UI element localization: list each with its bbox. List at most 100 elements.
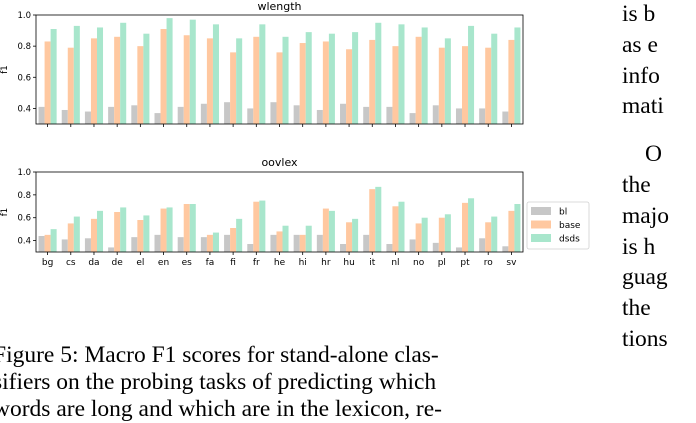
x-tick-label: he bbox=[274, 258, 286, 268]
x-tick-label: cs bbox=[66, 258, 76, 268]
right-text-line: is h bbox=[622, 234, 656, 260]
bar-base-pl bbox=[438, 217, 445, 252]
bar-base-fi bbox=[230, 228, 237, 252]
bar-base-hi bbox=[299, 43, 306, 124]
bar-bl-da bbox=[84, 238, 91, 252]
legend-label: dsds bbox=[559, 235, 580, 245]
bar-base-nl bbox=[392, 206, 399, 252]
bar-base-nl bbox=[392, 46, 399, 125]
x-tick-label: hu bbox=[343, 258, 354, 268]
bar-dsds-el bbox=[143, 215, 150, 252]
bar-base-no bbox=[415, 36, 422, 124]
bar-base-en bbox=[160, 208, 167, 252]
bar-base-es bbox=[183, 35, 190, 124]
x-tick-label: en bbox=[158, 258, 169, 268]
bar-bl-fa bbox=[200, 103, 207, 124]
bar-base-el bbox=[137, 220, 144, 252]
bar-dsds-nl bbox=[398, 201, 405, 252]
bar-dsds-da bbox=[96, 27, 104, 125]
bar-base-de bbox=[114, 36, 121, 124]
plot-frame bbox=[35, 171, 524, 253]
bar-bl-pl bbox=[432, 242, 439, 252]
bar-base-fa bbox=[206, 38, 213, 124]
bar-bl-it bbox=[363, 234, 370, 252]
bar-dsds-fi bbox=[236, 218, 243, 252]
bar-bl-bg bbox=[38, 236, 45, 252]
x-tick-label: sv bbox=[506, 258, 517, 268]
x-tick-label: hi bbox=[299, 258, 307, 268]
bar-dsds-sv bbox=[514, 27, 521, 125]
chart-title: wlength bbox=[257, 0, 301, 13]
bar-dsds-es bbox=[189, 204, 196, 252]
bar-bl-fr bbox=[247, 108, 254, 124]
right-text-line: info bbox=[622, 63, 660, 89]
bar-base-it bbox=[369, 39, 376, 124]
caption-line: sifiers on the probing tasks of predicti… bbox=[0, 369, 437, 395]
x-tick-label: nl bbox=[391, 258, 399, 268]
bar-dsds-cs bbox=[73, 25, 80, 124]
bar-dsds-he bbox=[282, 36, 289, 124]
right-text-line: is b bbox=[622, 1, 656, 27]
bar-bl-de bbox=[108, 106, 115, 124]
bar-bl-cs bbox=[61, 239, 68, 252]
bar-dsds-en bbox=[166, 207, 173, 252]
bar-base-bg bbox=[44, 234, 51, 252]
bar-bl-pt bbox=[455, 247, 463, 252]
bar-bl-hr bbox=[316, 234, 323, 252]
right-text-line: the bbox=[622, 295, 651, 321]
bar-base-it bbox=[369, 189, 376, 252]
bar-bl-cs bbox=[61, 109, 68, 124]
bar-dsds-it bbox=[375, 186, 382, 252]
bar-dsds-hu bbox=[352, 218, 359, 252]
bar-base-ro bbox=[485, 47, 492, 125]
x-tick-label: no bbox=[413, 258, 425, 268]
bar-bl-ro bbox=[479, 108, 486, 124]
right-text-line: majo bbox=[622, 203, 669, 229]
bar-dsds-he bbox=[282, 225, 289, 252]
bar-bl-fi bbox=[224, 102, 231, 124]
legend-swatch-bl bbox=[531, 207, 551, 215]
bar-bl-ro bbox=[479, 238, 486, 252]
bar-base-sv bbox=[508, 210, 515, 252]
bar-bl-hi bbox=[293, 234, 300, 252]
x-tick-label: da bbox=[88, 258, 99, 268]
bar-dsds-fr bbox=[259, 200, 266, 252]
x-tick-label: pt bbox=[460, 258, 470, 268]
bar-dsds-nl bbox=[398, 24, 405, 124]
bar-bl-hu bbox=[340, 103, 347, 124]
x-tick-label: de bbox=[112, 258, 124, 268]
bar-base-hr bbox=[322, 41, 329, 124]
bar-base-pt bbox=[462, 46, 469, 125]
x-tick-label: hr bbox=[321, 258, 331, 268]
bar-bl-en bbox=[154, 234, 161, 252]
bar-bl-he bbox=[270, 234, 277, 252]
bar-dsds-hu bbox=[352, 32, 359, 124]
bar-base-ro bbox=[485, 222, 492, 252]
bar-bl-da bbox=[84, 111, 91, 124]
bar-bl-nl bbox=[386, 244, 393, 252]
bar-dsds-ro bbox=[491, 216, 498, 252]
bar-dsds-hi bbox=[305, 225, 312, 252]
bar-dsds-fa bbox=[212, 24, 219, 124]
bar-dsds-it bbox=[375, 22, 382, 125]
bar-bl-fa bbox=[200, 237, 207, 252]
bar-bl-hi bbox=[293, 105, 300, 124]
bar-dsds-pl bbox=[444, 38, 451, 124]
bar-dsds-hi bbox=[305, 32, 312, 124]
caption-line: Figure 5: Macro F1 scores for stand-alon… bbox=[0, 342, 439, 368]
bar-base-hi bbox=[299, 234, 306, 252]
bar-base-cs bbox=[67, 223, 74, 252]
bar-base-fa bbox=[206, 234, 213, 252]
bar-base-da bbox=[90, 218, 97, 252]
y-tick-label: 0.8 bbox=[17, 191, 31, 201]
right-text-line: tions bbox=[622, 326, 668, 352]
plot-frame bbox=[35, 14, 524, 125]
bar-base-hu bbox=[346, 222, 353, 252]
bar-bl-it bbox=[363, 106, 370, 124]
bar-dsds-de bbox=[120, 207, 127, 252]
bar-dsds-fi bbox=[236, 38, 243, 124]
bar-base-cs bbox=[67, 47, 74, 125]
bar-base-he bbox=[276, 52, 283, 124]
bar-base-hr bbox=[322, 208, 329, 252]
bar-dsds-de bbox=[120, 22, 127, 125]
